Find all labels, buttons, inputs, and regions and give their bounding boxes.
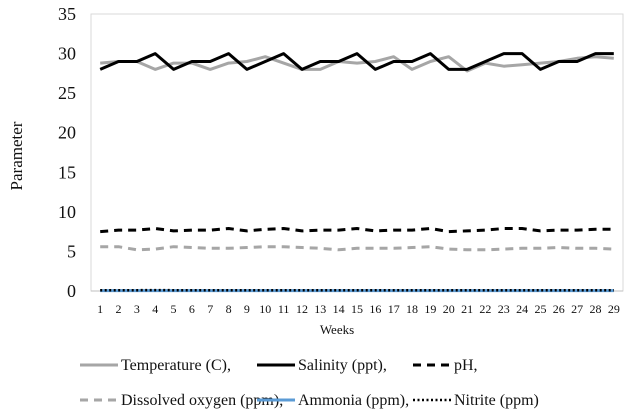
y-tick-label: 10: [58, 202, 76, 222]
x-tick-label: 6: [189, 302, 195, 316]
x-tick-label: 4: [152, 302, 158, 316]
x-tick-label: 29: [608, 302, 620, 316]
y-tick-label: 30: [58, 44, 76, 64]
x-tick-label: 3: [134, 302, 140, 316]
x-tick-label: 20: [443, 302, 455, 316]
x-tick-label: 28: [589, 302, 601, 316]
x-tick-label: 8: [226, 302, 232, 316]
x-tick-label: 17: [388, 302, 400, 316]
x-tick-label: 7: [207, 302, 213, 316]
x-tick-label: 1: [97, 302, 103, 316]
legend-label: Dissolved oxygen (ppm),: [121, 392, 283, 409]
x-tick-label: 12: [296, 302, 308, 316]
y-tick-label: 35: [58, 4, 76, 24]
x-tick-label: 16: [369, 302, 381, 316]
x-tick-label: 10: [259, 302, 271, 316]
x-tick-label: 23: [498, 302, 510, 316]
x-tick-label: 11: [278, 302, 290, 316]
x-tick-label: 14: [333, 302, 345, 316]
legend-label: pH,: [454, 357, 478, 374]
x-tick-label: 25: [534, 302, 546, 316]
y-tick-label: 15: [58, 162, 76, 182]
x-tick-label: 2: [116, 302, 122, 316]
x-tick-label: 27: [571, 302, 583, 316]
series-line-2: [99, 52, 614, 71]
legend-label: Salinity (ppt),: [298, 357, 387, 374]
plot-area: [99, 52, 614, 293]
x-tick-label: 26: [553, 302, 565, 316]
x-tick-label: 5: [171, 302, 177, 316]
y-tick-label: 25: [58, 83, 76, 103]
y-tick-label: 20: [58, 123, 76, 143]
x-tick-label: 24: [516, 302, 528, 316]
legend-label: Temperature (C),: [121, 357, 231, 374]
legend-label: Ammonia (ppm),: [298, 392, 409, 409]
x-tick-label: 13: [314, 302, 326, 316]
y-tick-label: 5: [67, 241, 76, 261]
legend-label: Nitrite (ppm): [454, 392, 539, 409]
y-tick-labels: 0 5 10 15 20 25 30 35: [58, 4, 76, 301]
x-tick-labels: 1 2 3 4 5 6 7 8 9 10 11 12 13 14 15 16 17 18 19 20 21 22 23 24 2…: [97, 302, 620, 316]
series-line-4: [100, 245, 614, 252]
x-axis-label: Weeks: [320, 322, 354, 337]
x-tick-label: 9: [244, 302, 250, 316]
legend: Temperature (C), Salinity (ppt), pH, Dissol…: [80, 357, 539, 409]
series-line-3: [100, 227, 614, 234]
x-tick-label: 19: [424, 302, 436, 316]
y-tick-label: 0: [67, 281, 76, 301]
x-tick-label: 18: [406, 302, 418, 316]
x-tick-label: 15: [351, 302, 363, 316]
x-tick-label: 22: [479, 302, 491, 316]
x-tick-label: 21: [461, 302, 473, 316]
y-axis-label: Parameter: [7, 121, 26, 190]
